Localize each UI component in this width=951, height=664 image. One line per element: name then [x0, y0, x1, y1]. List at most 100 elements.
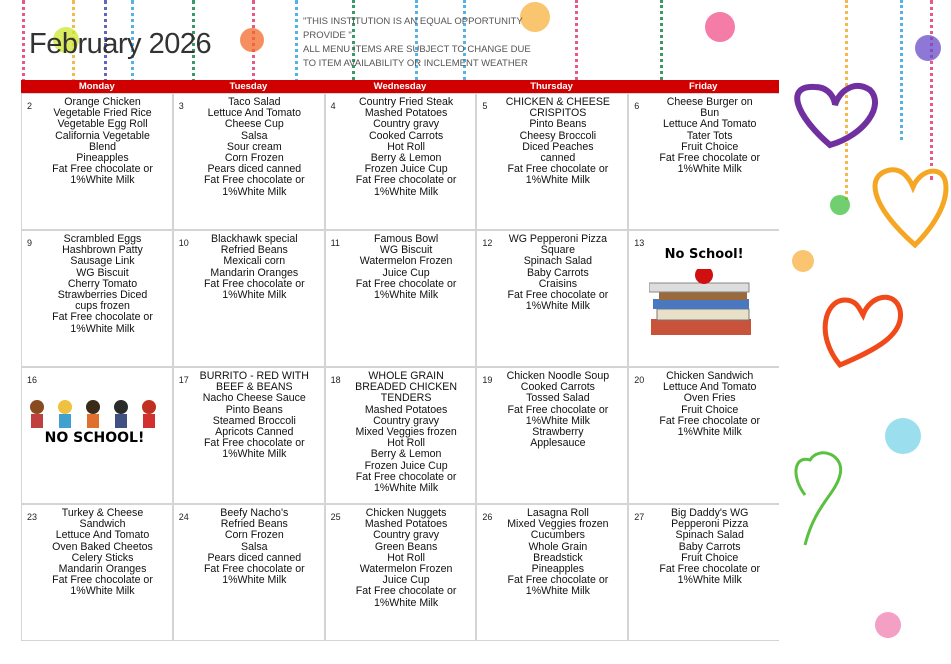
menu-items: Turkey & Cheese Sandwich Lettuce And Tomat…: [40, 507, 165, 598]
menu-item: Square: [540, 244, 575, 257]
menu-item: Hot Roll: [387, 140, 425, 153]
menu-item: 1%White Milk: [677, 574, 742, 587]
weekday-thursday: Thursday: [530, 81, 573, 92]
menu-item: Fat Free chocolate or: [203, 563, 305, 576]
menu-item: Mashed Potatoes: [364, 518, 448, 531]
day-number: 3: [178, 101, 184, 111]
menu-item: Watermelon Frozen: [359, 255, 453, 268]
menu-item: Fat Free chocolate or: [52, 163, 153, 176]
day-number: 2: [27, 101, 33, 111]
menu-items: Famous Bowl WG Biscuit Watermelon Frozen Ju…: [344, 233, 469, 302]
weekday-tuesday: Tuesday: [229, 81, 268, 92]
day-cell: 23 Turkey & Cheese Sandwich Lettuce And Tom…: [22, 505, 172, 640]
menu-item: Blend: [88, 140, 117, 153]
day-cell: 18 WHOLE GRAIN BREADED CHICKEN TENDERS Mashe…: [325, 368, 476, 503]
menu-item: Fat Free chocolate or: [659, 414, 761, 427]
menu-item: Country Fried Steak: [358, 96, 454, 108]
menu-item: Fat Free chocolate or: [203, 174, 305, 187]
menu-item: TENDERS: [380, 392, 432, 405]
menu-item: Fruit Choice: [681, 551, 739, 564]
menu-item: Salsa: [241, 540, 268, 553]
day-number: 19: [482, 375, 493, 385]
menu-item: Tater Tots: [686, 129, 733, 142]
menu-item: Fat Free chocolate or: [659, 152, 761, 165]
menu-item: Strawberry: [532, 426, 584, 439]
menu-item: Refried Beans: [220, 518, 288, 531]
menu-item: Pineapples: [76, 152, 129, 165]
menu-item: Apricots Canned: [215, 426, 294, 439]
menu-item: Mandarin Oranges: [58, 563, 147, 576]
menu-item: Chicken Sandwich: [666, 370, 754, 382]
menu-item: Big Daddy's WG: [670, 507, 749, 519]
no-school-label: NO SCHOOL!: [44, 430, 145, 446]
no-school-label: No School!: [664, 247, 744, 262]
menu-items: Cheese Burger on Bun Lettuce And Tomato Tat…: [647, 96, 772, 175]
menu-item: Berry & Lemon: [370, 448, 442, 461]
menu-item: Oven Fries: [683, 392, 736, 405]
menu-item: Breadstick: [533, 551, 583, 564]
menu-items: Country Fried Steak Mashed Potatoes Countr…: [344, 96, 469, 198]
menu-items: Beefy Nacho's Refried Beans Corn Frozen Sal…: [192, 507, 317, 586]
menu-item: 1%White Milk: [374, 289, 439, 302]
menu-item: Lettuce And Tomato: [207, 107, 302, 120]
menu-item: Cheesy Broccoli: [519, 129, 597, 142]
menu-item: Whole Grain: [528, 540, 588, 553]
day-cell: 26 Lasagna Roll Mixed Veggies frozen Cucumb…: [477, 505, 628, 640]
menu-item: Corn Frozen: [224, 152, 284, 165]
day-cell: 19 Chicken Noodle Soup Cooked Carrots Tosse…: [477, 368, 628, 503]
menu-item: Mexicali corn: [223, 255, 286, 268]
menu-item: Refried Beans: [220, 244, 288, 257]
menu-item: Fat Free chocolate or: [52, 574, 153, 587]
menu-item: Pears diced canned: [207, 163, 302, 176]
menu-item: Country gravy: [373, 118, 440, 131]
menu-item: Fat Free chocolate or: [659, 563, 761, 576]
menu-item: Pineapples: [531, 563, 585, 576]
menu-item: BREADED CHICKEN: [355, 381, 458, 394]
menu-item: Fat Free chocolate or: [507, 403, 609, 416]
apple-books-icon: [649, 269, 752, 335]
day-cell: 25 Chicken Nuggets Mashed Potatoes Country …: [325, 505, 476, 640]
day-cell: 12 WG Pepperoni Pizza Square Spinach Salad B…: [477, 231, 628, 366]
menu-item: Sour cream: [226, 140, 282, 153]
menu-item: Celery Sticks: [71, 551, 134, 564]
day-number: 4: [330, 101, 336, 111]
menu-item: 1%White Milk: [374, 185, 439, 198]
menu-item: CRISPITOS: [529, 107, 587, 120]
day-number: 9: [27, 238, 33, 248]
menu-item: 1%White Milk: [677, 426, 742, 439]
menu-item: Fat Free chocolate or: [203, 277, 305, 290]
menu-item: 1%White Milk: [222, 185, 287, 198]
menu-item: WG Biscuit: [379, 244, 433, 257]
menu-items: Big Daddy's WG Pepperoni Pizza Spinach Sal…: [647, 507, 772, 587]
day-number: 10: [178, 238, 189, 248]
menu-item: Baby Carrots: [526, 266, 589, 279]
menu-items: Chicken Sandwich Lettuce And Tomato Oven F…: [647, 370, 772, 439]
day-number: 5: [482, 101, 488, 111]
menu-item: Fat Free chocolate or: [507, 289, 609, 302]
day-cell: 27 Big Daddy's WG Pepperoni Pizza Spinach S…: [629, 505, 779, 640]
menu-item: Cheese Cup: [224, 118, 284, 131]
day-number: 26: [482, 512, 493, 522]
menu-item: Spinach Salad: [523, 255, 593, 268]
day-number: 17: [178, 375, 189, 385]
menu-item: Mixed Veggies frozen: [355, 426, 457, 439]
menu-item: Cheese Burger on: [666, 96, 753, 108]
menu-item: Mashed Potatoes: [364, 107, 448, 120]
menu-item: Mixed Veggies frozen: [507, 518, 609, 531]
menu-item: Fruit Choice: [681, 403, 739, 416]
menu-item: Juice Cup: [382, 574, 430, 587]
menu-item: Mandarin Oranges: [210, 266, 299, 279]
equal-opportunity-notice: "THIS INSTITUTION IS AN EQUAL OPPORTUNIT…: [303, 16, 523, 41]
menu-item: Cucumbers: [530, 529, 585, 542]
menu-items: WG Pepperoni Pizza Square Spinach Salad Bab…: [495, 233, 620, 312]
day-number: 12: [482, 238, 493, 248]
menu-items: CHICKEN & CHEESE CRISPITOS Pinto Beans Chee…: [495, 96, 620, 187]
weekday-friday: Friday: [688, 81, 718, 92]
menu-item: Pinto Beans: [225, 403, 283, 416]
menu-item: Lettuce And Tomato: [662, 381, 757, 394]
menu-items: Chicken Noodle Soup Cooked Carrots Tossed …: [495, 370, 620, 449]
day-number: 16: [27, 375, 38, 385]
menu-item: Fat Free chocolate or: [52, 311, 153, 324]
menu-item: Fat Free chocolate or: [355, 277, 457, 290]
menu-item: Turkey & Cheese: [61, 507, 144, 519]
